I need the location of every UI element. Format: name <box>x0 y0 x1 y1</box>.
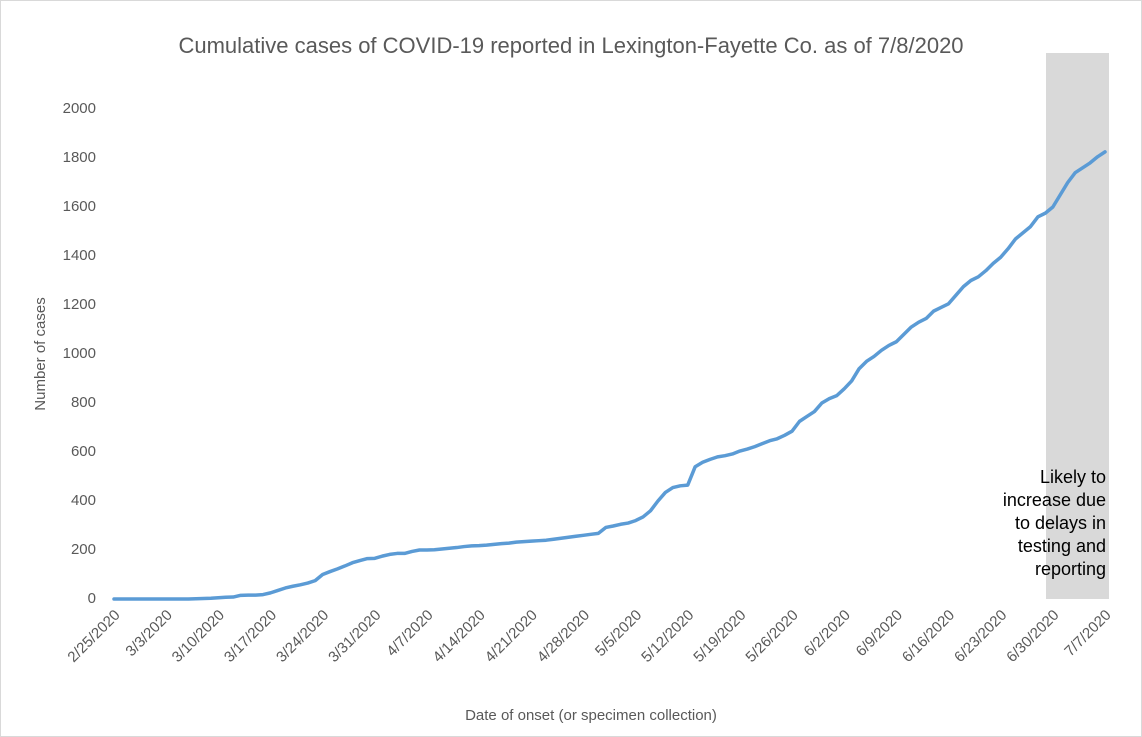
x-tick-label: 6/2/2020 <box>801 607 854 660</box>
x-tick-label: 3/24/2020 <box>273 607 332 666</box>
y-tick-label: 800 <box>71 394 96 411</box>
chart-title: Cumulative cases of COVID-19 reported in… <box>178 33 964 58</box>
y-tick-label: 1000 <box>63 345 96 362</box>
x-tick-label: 5/12/2020 <box>638 607 697 666</box>
x-tick-label: 3/10/2020 <box>169 607 228 666</box>
x-tick-label: 5/19/2020 <box>690 607 749 666</box>
shaded-region <box>1046 53 1109 599</box>
annotation: Likely to increase due to delays in test… <box>1002 467 1106 579</box>
y-tick-label: 0 <box>88 590 96 607</box>
y-tick-label: 200 <box>71 541 96 558</box>
x-tick-label: 6/30/2020 <box>1003 607 1062 666</box>
y-tick-label: 1600 <box>63 198 96 215</box>
y-tick-label: 1400 <box>63 247 96 264</box>
x-tick-label: 7/7/2020 <box>1061 607 1114 660</box>
x-tick-label: 3/31/2020 <box>325 607 384 666</box>
y-tick-label: 600 <box>71 443 96 460</box>
x-tick-label: 4/7/2020 <box>383 607 436 660</box>
y-tick-label: 2000 <box>63 100 96 117</box>
x-tick-label: 3/17/2020 <box>221 607 280 666</box>
x-tick-label: 6/9/2020 <box>853 607 906 660</box>
x-tick-label: 4/21/2020 <box>482 607 541 666</box>
x-tick-label: 3/3/2020 <box>122 607 175 660</box>
x-tick-label: 5/5/2020 <box>592 607 645 660</box>
x-tick-label: 4/14/2020 <box>430 607 489 666</box>
x-tick-label: 6/16/2020 <box>899 607 958 666</box>
x-tick-label: 4/28/2020 <box>534 607 593 666</box>
y-tick-label: 1200 <box>63 296 96 313</box>
y-axis-label: Number of cases <box>32 297 49 410</box>
x-tick-label: 5/26/2020 <box>742 607 801 666</box>
x-axis-label: Date of onset (or specimen collection) <box>465 707 717 724</box>
x-tick-label: 6/23/2020 <box>951 607 1010 666</box>
line <box>112 150 1107 601</box>
y-tick-label: 400 <box>71 492 96 509</box>
x-tick-label: 2/25/2020 <box>64 607 123 666</box>
y-tick-label: 1800 <box>63 149 96 166</box>
